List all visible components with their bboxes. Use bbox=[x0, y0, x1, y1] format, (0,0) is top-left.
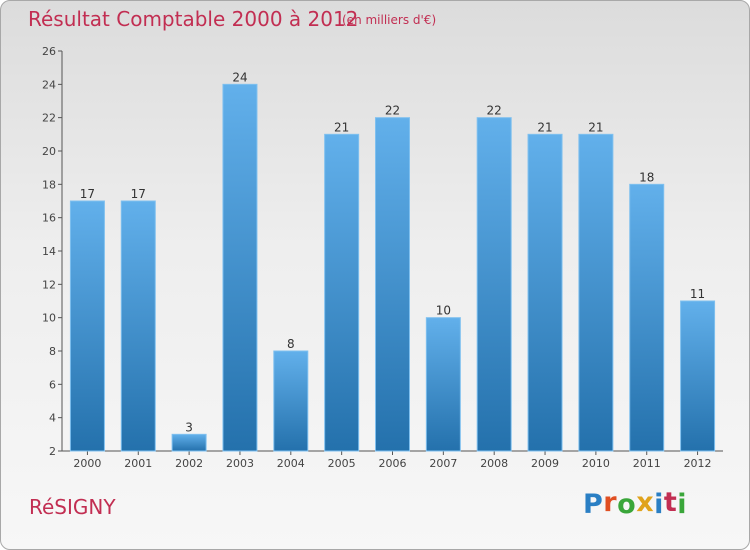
bar-2000 bbox=[69, 200, 105, 452]
x-tick-label: 2001 bbox=[124, 457, 152, 470]
bar-2002 bbox=[171, 433, 207, 452]
chart-title: Résultat Comptable 2000 à 2012 bbox=[28, 7, 359, 31]
commune-name: RéSIGNY bbox=[29, 495, 116, 519]
logo-letter: i bbox=[654, 489, 664, 520]
data-labels: 17 17 3 24 8 21 22 10 22 21 21 18 11 bbox=[80, 70, 705, 434]
bar-2003 bbox=[222, 83, 258, 452]
y-tick-label: 12 bbox=[42, 278, 56, 291]
y-tick-label: 16 bbox=[42, 212, 56, 225]
data-label-2008: 22 bbox=[487, 104, 502, 118]
bar-2012 bbox=[680, 300, 716, 452]
proxiti-logo[interactable]: Proxiti bbox=[583, 487, 688, 520]
data-label-2006: 22 bbox=[385, 104, 400, 118]
data-label-2001: 17 bbox=[131, 187, 146, 201]
y-tick-label: 10 bbox=[42, 312, 56, 325]
x-tick-label: 2004 bbox=[277, 457, 305, 470]
y-tick-label: 22 bbox=[42, 112, 56, 125]
bar-2001 bbox=[120, 200, 156, 452]
chart-subtitle: (en milliers d'€) bbox=[342, 13, 437, 27]
x-axis: 2000 2001 2002 2003 2004 2005 2006 2007 2008 2009… bbox=[62, 450, 723, 470]
logo-letter: t bbox=[663, 487, 678, 518]
data-label-2000: 17 bbox=[80, 187, 95, 201]
bar-2008 bbox=[476, 117, 512, 452]
logo-letter: i bbox=[677, 489, 688, 520]
x-tick-label: 2006 bbox=[379, 457, 407, 470]
y-tick-label: 6 bbox=[49, 378, 56, 391]
x-tick-label: 2000 bbox=[73, 457, 101, 470]
x-tick-label: 2005 bbox=[328, 457, 356, 470]
bar-2004 bbox=[273, 350, 309, 452]
data-label-2005: 21 bbox=[334, 120, 349, 134]
data-label-2004: 8 bbox=[287, 337, 295, 351]
logo-letter: r bbox=[603, 487, 618, 518]
logo-letter: x bbox=[636, 487, 655, 518]
y-tick-label: 24 bbox=[42, 78, 56, 91]
bar-2005 bbox=[324, 133, 360, 452]
y-tick-label: 20 bbox=[42, 145, 56, 158]
bar-2007 bbox=[425, 317, 461, 452]
y-tick-label: 14 bbox=[42, 245, 56, 258]
x-tick-label: 2007 bbox=[429, 457, 457, 470]
y-tick-label: 26 bbox=[42, 45, 56, 58]
data-label-2010: 21 bbox=[588, 120, 603, 134]
logo-letter: o bbox=[617, 489, 637, 520]
x-tick-label: 2003 bbox=[226, 457, 254, 470]
x-tick-label: 2009 bbox=[531, 457, 559, 470]
bar-2009 bbox=[527, 133, 563, 452]
x-tick-label: 2002 bbox=[175, 457, 203, 470]
y-tick-label: 4 bbox=[49, 412, 56, 425]
y-tick-label: 2 bbox=[49, 445, 56, 458]
logo-letter: P bbox=[583, 489, 604, 520]
data-label-2012: 11 bbox=[690, 287, 705, 301]
y-tick-label: 18 bbox=[42, 178, 56, 191]
data-label-2009: 21 bbox=[537, 120, 552, 134]
y-tick-label: 8 bbox=[49, 345, 56, 358]
bars bbox=[69, 83, 716, 452]
bar-2011 bbox=[629, 183, 665, 452]
data-label-2011: 18 bbox=[639, 170, 654, 184]
bar-2006 bbox=[375, 117, 410, 452]
x-tick-label: 2012 bbox=[684, 457, 712, 470]
x-tick-label: 2008 bbox=[480, 457, 508, 470]
x-tick-label: 2011 bbox=[633, 457, 661, 470]
data-label-2003: 24 bbox=[232, 70, 247, 84]
x-tick-label: 2010 bbox=[582, 457, 610, 470]
data-label-2002: 3 bbox=[185, 420, 193, 434]
bar-2010 bbox=[578, 133, 614, 452]
data-label-2007: 10 bbox=[436, 304, 451, 318]
